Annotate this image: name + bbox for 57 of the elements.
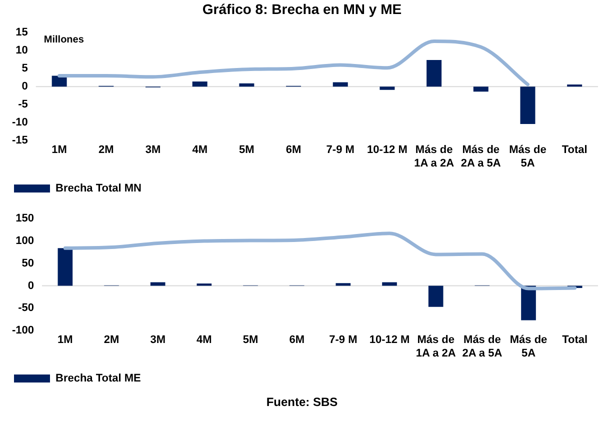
x-tick-label: 3M <box>145 144 161 156</box>
x-tick-label: Más de 5A <box>509 144 546 170</box>
y-tick-label: 50 <box>22 257 34 270</box>
bar <box>380 86 395 90</box>
x-tick-label: 2M <box>98 144 114 156</box>
y-axis-title: Millones <box>44 34 84 46</box>
bar <box>239 83 254 87</box>
bar <box>567 84 582 87</box>
bar <box>58 248 73 286</box>
x-tick-label: Total <box>562 144 588 156</box>
y-tick-label: 5 <box>22 62 28 75</box>
x-tick-label: 2M <box>104 334 120 346</box>
bar <box>521 286 536 320</box>
legend-label: Brecha Total ME <box>56 372 141 385</box>
bar <box>473 86 488 92</box>
bar <box>336 283 351 286</box>
x-tick-label: 1M <box>58 334 73 346</box>
bar <box>520 86 536 124</box>
y-tick-label: -15 <box>12 134 28 147</box>
x-tick-label: 10-12 M <box>369 334 410 346</box>
y-tick-label: 15 <box>16 26 28 39</box>
bar <box>426 60 442 87</box>
x-tick-label: 6M <box>286 144 302 156</box>
x-tick-label: 7-9 M <box>329 334 358 346</box>
x-tick-label: 1M <box>52 144 67 156</box>
source-note: Fuente: SBS <box>265 394 339 410</box>
x-tick-label: 4M <box>196 334 212 346</box>
bar <box>382 282 397 286</box>
x-tick-label: 3M <box>150 334 166 346</box>
y-tick-label: 0 <box>28 280 34 292</box>
y-tick-label: -5 <box>18 98 28 111</box>
legend-label: Brecha Total MN <box>56 182 142 195</box>
chart-title: Gráfico 8: Brecha en MN y ME <box>201 0 403 18</box>
x-tick-label: Más de 1A a 2A <box>414 144 454 170</box>
x-tick-label: Total <box>562 334 588 346</box>
x-tick-label: Más de 2A a 5A <box>460 144 501 170</box>
x-tick-label: 5M <box>242 334 258 346</box>
y-tick-label: -50 <box>18 302 34 314</box>
y-tick-label: 0 <box>22 80 28 93</box>
x-tick-label: 7-9 M <box>326 144 354 156</box>
x-tick-label: Más de 1A a 2A <box>416 334 456 360</box>
bar <box>332 82 348 87</box>
x-tick-label: Más de 2A a 5A <box>462 334 502 360</box>
x-tick-label: 5M <box>239 144 254 156</box>
x-tick-label: 4M <box>192 144 208 156</box>
bar <box>192 82 208 87</box>
y-tick-label: 10 <box>16 44 28 57</box>
y-tick-label: -10 <box>12 116 28 129</box>
bar <box>428 286 444 307</box>
x-tick-label: 10-12 M <box>367 144 408 156</box>
x-tick-label: 6M <box>289 334 304 346</box>
y-tick-label: -100 <box>12 324 34 337</box>
y-tick-label: 150 <box>16 212 34 225</box>
x-tick-label: Más de 5A <box>510 334 548 360</box>
y-tick-label: 100 <box>16 235 34 248</box>
bar <box>150 282 166 286</box>
line-series <box>63 232 577 290</box>
